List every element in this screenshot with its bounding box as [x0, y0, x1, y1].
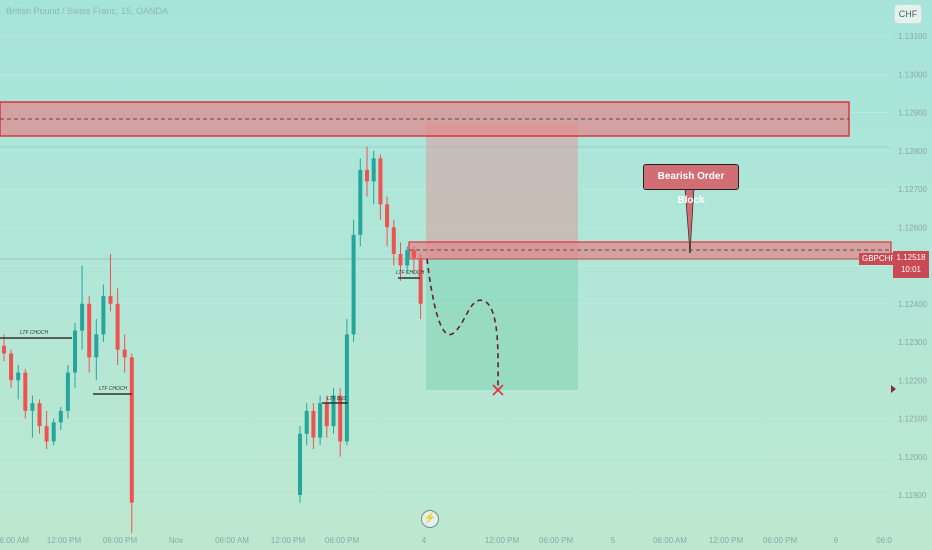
- x-tick-label: 12:00 PM: [709, 536, 744, 545]
- candle-body: [16, 372, 21, 381]
- time-scale[interactable]: 06:00 AM 12:00 PM 06:00 PM Nov 06:00 AM 12:00…: [0, 536, 892, 545]
- choch-label-1: LTF CHOCH: [20, 330, 49, 336]
- currency-button[interactable]: CHF: [894, 4, 922, 24]
- candle-body: [324, 403, 329, 427]
- candle-body: [311, 410, 316, 438]
- x-tick-label: Nov: [169, 536, 183, 545]
- candle-body: [51, 422, 56, 442]
- candle-body: [338, 395, 343, 442]
- candle-body: [331, 395, 336, 427]
- y-tick-label: 1.12600: [898, 223, 927, 232]
- target-x-icon: [492, 384, 504, 396]
- candle-body: [73, 330, 77, 373]
- order-block-callout[interactable]: Bearish Order Block: [643, 164, 739, 206]
- candle-body: [398, 254, 403, 266]
- candle-body: [358, 169, 363, 235]
- candle-body: [94, 334, 99, 358]
- short-position-reward[interactable]: [426, 259, 578, 390]
- candle-body: [9, 353, 14, 381]
- y-tick-label: 1.13000: [898, 70, 927, 79]
- x-tick-label: 12:00 PM: [485, 536, 520, 545]
- candle-body: [58, 410, 63, 423]
- candle-body: [30, 403, 35, 411]
- structure-layer: LTF CHOCH LTF CHOCH LTF BoS LTF CHOCH: [0, 187, 695, 404]
- x-tick-label: 06:00 PM: [763, 536, 798, 545]
- x-tick-label: 6: [834, 536, 839, 545]
- y-tick-label: 1.12800: [898, 147, 927, 156]
- x-tick-label: 06:00 AM: [215, 536, 249, 545]
- x-tick-label: 12:00 PM: [47, 536, 82, 545]
- candle-body: [298, 433, 302, 495]
- candle-body: [391, 227, 396, 255]
- x-tick-label: 06:00 AM: [653, 536, 687, 545]
- candle-body: [80, 303, 85, 331]
- scale-arrow-icon[interactable]: [891, 385, 896, 393]
- y-tick-label: 1.12200: [898, 376, 927, 385]
- y-tick-label: 1.12000: [898, 453, 927, 462]
- candle-body: [101, 296, 106, 335]
- candle-body: [344, 334, 349, 442]
- candle-body: [405, 250, 410, 266]
- zones-layer: [0, 101, 892, 390]
- choch-label-3: LTF CHOCH: [396, 270, 425, 276]
- x-tick-label: 06:00 PM: [325, 536, 360, 545]
- x-tick-label: 12:00 PM: [271, 536, 306, 545]
- candle-body: [378, 158, 383, 205]
- candle-body: [371, 158, 376, 182]
- candle-body: [365, 169, 369, 182]
- symbol-tag: GBPCHF: [859, 253, 899, 265]
- x-tick-label: 06:00 AM: [0, 536, 29, 545]
- y-tick-label: 1.12300: [898, 338, 927, 347]
- candle-body: [44, 426, 49, 442]
- bearish-order-block-zone[interactable]: [408, 241, 892, 260]
- y-tick-label: 1.13100: [898, 32, 927, 41]
- candle-body: [351, 234, 356, 335]
- y-tick-label: 1.12900: [898, 109, 927, 118]
- candle-body: [418, 257, 423, 304]
- last-price-label: 1.12518 10:01: [893, 251, 929, 278]
- countdown-value: 10:01: [900, 265, 922, 274]
- y-tick-label: 1.11900: [898, 491, 927, 500]
- candle-body: [65, 372, 70, 411]
- x-tick-label: 06:0: [876, 536, 892, 545]
- lightning-icon[interactable]: ⚡: [421, 510, 439, 528]
- x-tick-label: 5: [611, 536, 616, 545]
- x-tick-label: 06:00 PM: [539, 536, 574, 545]
- candle-body: [318, 403, 323, 438]
- candle-body: [108, 296, 113, 304]
- candles-layer: [2, 146, 423, 534]
- candle-body: [37, 403, 42, 427]
- y-tick-label: 1.12100: [898, 415, 927, 424]
- candle-body: [115, 303, 120, 350]
- candle-body: [2, 345, 6, 354]
- y-tick-label: 1.12400: [898, 300, 927, 309]
- candle-body: [304, 410, 309, 434]
- chart-title: British Pound / Swiss Franc, 15, OANDA: [6, 6, 169, 16]
- choch-label-2: LTF CHOCH: [99, 386, 128, 392]
- candle-body: [23, 372, 28, 411]
- y-tick-label: 1.12700: [898, 185, 927, 194]
- x-tick-label: 4: [422, 536, 427, 545]
- short-position-risk[interactable]: [426, 123, 578, 259]
- candle-body: [122, 349, 127, 358]
- x-tick-label: 06:00 PM: [103, 536, 138, 545]
- candle-body: [385, 204, 390, 228]
- candle-body: [129, 357, 134, 503]
- last-price-value: 1.12518: [896, 253, 926, 262]
- projected-path[interactable]: [426, 258, 499, 389]
- candle-body: [411, 250, 416, 258]
- candle-body: [87, 303, 92, 358]
- bos-label: LTF BoS: [327, 396, 347, 402]
